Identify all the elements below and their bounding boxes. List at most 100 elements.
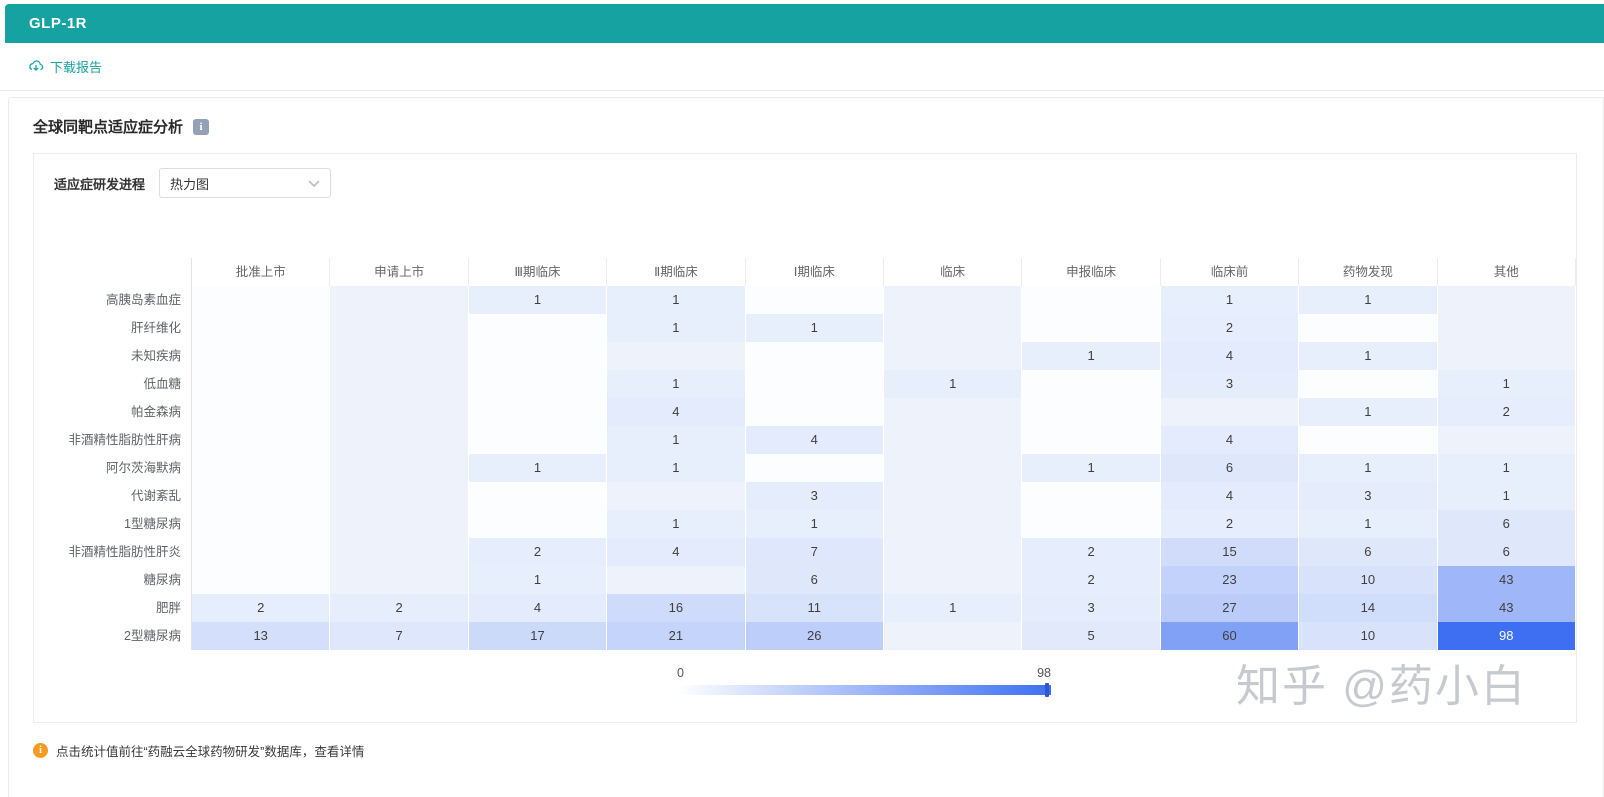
heatmap-cell[interactable]: 1 — [745, 510, 884, 538]
heatmap-cell[interactable]: 1 — [607, 370, 746, 398]
heatmap-cell[interactable]: 60 — [1160, 622, 1300, 650]
filter-row: 适应症研发进程 热力图 — [34, 168, 1576, 198]
heatmap-cell[interactable]: 3 — [1160, 370, 1300, 398]
heatmap-cell — [883, 482, 1023, 510]
heatmap-cell[interactable]: 1 — [1299, 342, 1438, 370]
heatmap-cell[interactable]: 1 — [607, 510, 746, 538]
heatmap-cell[interactable]: 1 — [1022, 454, 1161, 482]
heatmap-cell[interactable]: 4 — [1160, 482, 1300, 510]
info-icon[interactable]: i — [193, 118, 210, 135]
heatmap-cell[interactable]: 1 — [607, 286, 746, 314]
heatmap-cell[interactable]: 1 — [1437, 454, 1576, 482]
analysis-card: 全球同靶点适应症分析 i 适应症研发进程 热力图 批准上市 申请上市 Ⅲ期临床 Ⅱ期临… — [8, 97, 1604, 797]
heatmap-cell — [330, 454, 469, 482]
heatmap-cell — [1299, 370, 1438, 398]
heatmap-cell[interactable]: 23 — [1160, 566, 1300, 594]
chevron-down-icon — [308, 176, 320, 191]
footer-note: i 点击统计值前往“药融云全球药物研发”数据库，查看详情 — [33, 741, 1603, 760]
heatmap-cell[interactable]: 11 — [745, 594, 884, 622]
heatmap-cell — [1437, 342, 1576, 370]
heatmap-cell[interactable]: 2 — [1022, 538, 1161, 566]
heatmap-cell[interactable]: 98 — [1437, 622, 1576, 650]
heatmap-cell[interactable]: 21 — [607, 622, 746, 650]
heatmap-cell[interactable]: 4 — [1160, 342, 1300, 370]
heatmap-cell — [192, 342, 331, 370]
heatmap-cell[interactable]: 14 — [1299, 594, 1438, 622]
heatmap-cell[interactable]: 1 — [1299, 510, 1438, 538]
heatmap-cell[interactable]: 2 — [330, 594, 469, 622]
heatmap-cell — [883, 454, 1023, 482]
heatmap-cell[interactable]: 10 — [1299, 622, 1438, 650]
heatmap-cell[interactable]: 2 — [1022, 566, 1161, 594]
download-report-button[interactable]: 下载报告 — [28, 57, 102, 76]
heatmap-cell[interactable]: 26 — [745, 622, 884, 650]
heatmap-cell[interactable]: 4 — [607, 538, 746, 566]
heatmap-cell[interactable]: 17 — [468, 622, 608, 650]
heatmap-cell[interactable]: 1 — [1437, 370, 1576, 398]
heatmap-cell[interactable]: 4 — [745, 426, 884, 454]
heatmap-cell[interactable]: 1 — [745, 314, 884, 342]
heatmap-cell[interactable]: 4 — [468, 594, 608, 622]
heatmap-cell[interactable]: 6 — [1160, 454, 1300, 482]
legend-max-label: 98 — [1037, 666, 1051, 680]
heatmap-cell[interactable]: 27 — [1160, 594, 1300, 622]
heatmap-cell[interactable]: 1 — [1299, 286, 1438, 314]
heatmap-cell[interactable]: 4 — [1160, 426, 1300, 454]
heatmap-cell — [468, 370, 608, 398]
heatmap-cell[interactable]: 1 — [607, 454, 746, 482]
heatmap-row-label: 阿尔茨海默病 — [34, 454, 192, 482]
heatmap-cell[interactable]: 1 — [1022, 342, 1161, 370]
heatmap-cell[interactable]: 13 — [192, 622, 331, 650]
heatmap-cell[interactable]: 1 — [607, 426, 746, 454]
heatmap-cell — [1022, 510, 1161, 538]
heatmap-col-header: 药物发现 — [1299, 258, 1438, 286]
note-info-icon: i — [33, 743, 48, 758]
heatmap-cell[interactable]: 10 — [1299, 566, 1438, 594]
heatmap-cell[interactable]: 6 — [1437, 538, 1576, 566]
heatmap-cell — [1022, 286, 1161, 314]
heatmap-row-label: 肥胖 — [34, 594, 192, 622]
heatmap-cell[interactable]: 2 — [468, 538, 608, 566]
heatmap-cell[interactable]: 3 — [1299, 482, 1438, 510]
heatmap-cell[interactable]: 1 — [883, 370, 1023, 398]
heatmap-cell[interactable]: 2 — [1160, 510, 1300, 538]
heatmap-cell — [468, 482, 608, 510]
heatmap-cell — [192, 510, 331, 538]
heatmap-row-label: 2型糖尿病 — [34, 622, 192, 650]
heatmap-row-label: 非酒精性脂肪性肝病 — [34, 426, 192, 454]
heatmap-panel: 适应症研发进程 热力图 批准上市 申请上市 Ⅲ期临床 Ⅱ期临床 Ⅰ期临床 临床 申报临床 临床… — [33, 153, 1577, 723]
heatmap-cell[interactable]: 1 — [1299, 454, 1438, 482]
heatmap-cell[interactable]: 1 — [607, 314, 746, 342]
heatmap-cell[interactable]: 4 — [607, 398, 746, 426]
heatmap-cell[interactable]: 1 — [1437, 482, 1576, 510]
heatmap-cell[interactable]: 43 — [1437, 594, 1576, 622]
heatmap-cell[interactable]: 1 — [468, 454, 608, 482]
heatmap-cell[interactable]: 1 — [1160, 286, 1300, 314]
heatmap-cell[interactable]: 6 — [745, 566, 884, 594]
heatmap-cell[interactable]: 16 — [607, 594, 746, 622]
heatmap-cell[interactable]: 43 — [1437, 566, 1576, 594]
heatmap-row-label: 高胰岛素血症 — [34, 286, 192, 314]
heatmap-row-label: 糖尿病 — [34, 566, 192, 594]
heatmap-cell[interactable]: 1 — [468, 566, 608, 594]
heatmap-cell[interactable]: 1 — [883, 594, 1023, 622]
heatmap-cell[interactable]: 2 — [192, 594, 331, 622]
heatmap-cell — [1299, 426, 1438, 454]
heatmap-cell[interactable]: 6 — [1299, 538, 1438, 566]
heatmap-cell[interactable]: 1 — [468, 286, 608, 314]
heatmap-cell[interactable]: 2 — [1437, 398, 1576, 426]
legend-max-marker[interactable] — [1045, 683, 1049, 697]
heatmap-col-header: 临床前 — [1161, 258, 1300, 286]
heatmap-cell[interactable]: 5 — [1022, 622, 1161, 650]
heatmap-cell[interactable]: 3 — [1022, 594, 1161, 622]
heatmap-cell[interactable]: 7 — [745, 538, 884, 566]
heatmap-cell[interactable]: 6 — [1437, 510, 1576, 538]
download-report-label: 下载报告 — [50, 60, 103, 75]
chart-type-select[interactable]: 热力图 — [159, 168, 332, 198]
heatmap-cell[interactable]: 7 — [330, 622, 469, 650]
heatmap-col-header: Ⅰ期临床 — [746, 258, 884, 286]
heatmap-cell[interactable]: 2 — [1160, 314, 1300, 342]
heatmap-cell[interactable]: 3 — [745, 482, 884, 510]
heatmap-cell[interactable]: 1 — [1299, 398, 1438, 426]
heatmap-cell[interactable]: 15 — [1160, 538, 1300, 566]
